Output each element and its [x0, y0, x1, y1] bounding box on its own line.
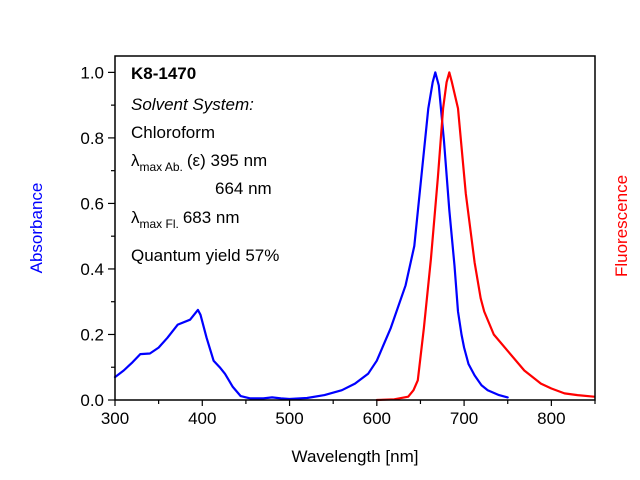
abs-subscript: max Ab. — [140, 160, 183, 174]
compound-label: K8-1470 — [131, 64, 196, 83]
abs-lambda-line: λmax Ab. (ε) 395 nm — [131, 151, 267, 174]
y-tick-label: 0.2 — [80, 325, 104, 344]
series-layer — [113, 71, 596, 402]
y-tick-label: 0.8 — [80, 129, 104, 148]
fl-lambda-line: λmax Fl. 683 nm — [131, 208, 240, 231]
series-line-absorbance — [113, 71, 509, 401]
x-tick-label: 300 — [101, 409, 129, 428]
y2-axis-title: Fluorescence — [612, 175, 631, 277]
abs-value: (ε) 395 nm — [187, 151, 267, 170]
x-axis-ticks: 300 400 500 600 700 800 — [101, 400, 596, 428]
solvent-name: Chloroform — [131, 123, 215, 142]
x-tick-label: 800 — [537, 409, 565, 428]
solvent-heading: Solvent System: — [131, 95, 254, 114]
abs-value-2: 664 nm — [215, 179, 272, 198]
lambda-symbol: λ — [131, 208, 140, 227]
lambda-symbol: λ — [131, 151, 140, 170]
series-line-fluorescence — [375, 71, 596, 402]
x-axis-title: Wavelength [nm] — [292, 447, 419, 466]
fl-subscript: max Fl. — [140, 217, 179, 231]
x-tick-label: 700 — [450, 409, 478, 428]
x-tick-label: 500 — [275, 409, 303, 428]
y-tick-label: 0.4 — [80, 260, 104, 279]
y-tick-label: 0.0 — [80, 391, 104, 410]
x-tick-label: 400 — [188, 409, 216, 428]
y-tick-label: 0.6 — [80, 194, 104, 213]
y-axis-ticks: 0.0 0.2 0.4 0.6 0.8 1.0 — [80, 63, 115, 410]
plot-frame — [114, 55, 596, 401]
quantum-yield: Quantum yield 57% — [131, 246, 279, 265]
x-tick-label: 600 — [363, 409, 391, 428]
fl-value: 683 nm — [183, 208, 240, 227]
y-tick-label: 1.0 — [80, 63, 104, 82]
y-axis-title: Absorbance — [27, 183, 46, 274]
info-annotation: K8-1470 Solvent System: Chloroform λmax … — [131, 64, 279, 265]
